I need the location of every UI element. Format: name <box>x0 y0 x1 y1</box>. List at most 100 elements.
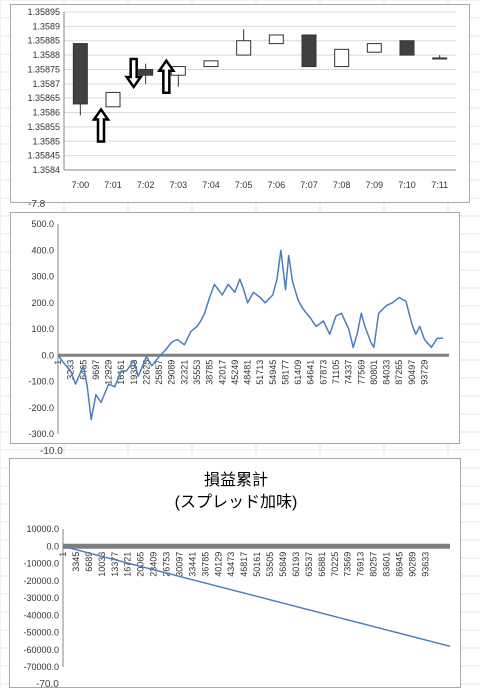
y-tick-label: -60000.0 <box>23 645 59 655</box>
x-tick-label: 71105 <box>331 360 341 384</box>
y-tick-label: 1.3589 <box>32 21 60 31</box>
buy-arrow-icon <box>156 58 176 94</box>
x-tick-label: 70225 <box>330 552 340 577</box>
y-tick-label: 0.0 <box>41 350 54 360</box>
x-tick-label: 51713 <box>255 360 265 385</box>
x-tick-label: 13377 <box>110 552 120 577</box>
x-tick-label: 45249 <box>230 360 240 385</box>
y-tick-label: 1.3584 <box>32 165 60 175</box>
x-tick-label: 3345 <box>71 552 81 572</box>
x-tick-label: 64641 <box>306 360 316 385</box>
candle-up <box>366 43 382 53</box>
candlestick-chart[interactable]: 1.35895 1.3589 1.35885 1.3588 1.35875 1.3587 1… <box>10 4 470 203</box>
x-tick-label: 40129 <box>213 552 223 577</box>
x-tick-label: 38785 <box>205 360 215 385</box>
candle-down <box>138 68 154 76</box>
candle-up <box>268 34 284 45</box>
cumulative-pnl-chart[interactable]: 10000.0 0.0 -10000.0 -20000.0 -30000.0 -40000… <box>9 458 461 688</box>
x-tick-label: 43473 <box>226 552 236 577</box>
x-tick-label: 29089 <box>167 360 177 385</box>
x-tick-label: 63537 <box>304 552 314 577</box>
y-tick-label: -30000.0 <box>23 593 59 603</box>
x-tick-label: 7:04 <box>202 180 220 190</box>
stray-cell-label: -10.0 <box>40 446 63 457</box>
x-tick-label: 74337 <box>344 360 354 385</box>
series-line <box>62 545 451 648</box>
x-tick-label: 25857 <box>154 360 164 385</box>
x-tick-label: 77569 <box>356 360 366 385</box>
x-tick-label: 87265 <box>394 360 404 385</box>
x-tick-label: 80801 <box>369 360 379 385</box>
series-line <box>57 249 444 421</box>
x-tick-label: 93729 <box>419 360 429 385</box>
y-tick-label: 300.0 <box>31 272 54 282</box>
chart-title: (スプレッド加味) <box>175 493 298 511</box>
x-tick-label: 67873 <box>318 360 328 385</box>
x-tick-label: 76913 <box>356 552 366 577</box>
stray-cell-label: -70.0 <box>36 679 59 690</box>
x-tick-label: 7:06 <box>268 180 286 190</box>
x-tick-label: 73569 <box>343 552 353 577</box>
y-tick-label: -20000.0 <box>23 576 59 586</box>
x-tick-label: 50161 <box>252 552 262 577</box>
x-tick-label: 26753 <box>162 552 172 577</box>
candle-up <box>236 40 252 56</box>
sell-arrow-icon <box>124 57 144 90</box>
x-tick-label: 36785 <box>200 552 210 577</box>
y-tick-label: 1.3585 <box>32 136 60 146</box>
x-tick-label: 61409 <box>293 360 303 385</box>
x-tick-label: 58177 <box>280 360 290 385</box>
candle-down <box>301 34 317 68</box>
pnl-line-chart[interactable]: 500.0 400.0 300.0 200.0 100.0 0.0 -100.0 -200.0… <box>10 212 460 444</box>
y-tick-label: 1.35845 <box>27 151 60 161</box>
y-tick-label: 1.35855 <box>27 122 60 132</box>
x-tick-label: 7:08 <box>333 180 351 190</box>
y-tick-label: 500.0 <box>31 219 54 229</box>
candlestick-plot: 1.35895 1.3589 1.35885 1.3588 1.35875 1.3587 1… <box>27 7 456 190</box>
x-tick-label: 6465 <box>78 360 88 380</box>
x-tick-label: 48481 <box>243 360 253 385</box>
x-tick-label: 56849 <box>278 552 288 577</box>
y-tick-label: 1.35865 <box>27 93 60 103</box>
x-tick-label: 54945 <box>268 360 278 385</box>
x-tick-label: 7:00 <box>72 180 90 190</box>
stray-cell-label: -7.8 <box>28 199 46 210</box>
x-tick-label: 7:02 <box>137 180 155 190</box>
x-tick-label: 10033 <box>97 552 107 577</box>
y-tick-label: 100.0 <box>31 324 54 334</box>
x-tick-label: 60193 <box>291 552 301 577</box>
x-tick-label: 9697 <box>91 360 101 380</box>
candle-up <box>334 48 350 68</box>
x-tick-label: 90289 <box>407 552 417 577</box>
chart-title: 損益累計 <box>204 471 268 489</box>
x-tick-label: 90497 <box>407 360 417 385</box>
x-tick-label: 53505 <box>265 552 275 577</box>
x-tick-label: 80257 <box>369 552 379 577</box>
candle-up <box>105 91 121 108</box>
x-tick-label: 12929 <box>104 360 114 385</box>
x-tick-label: 1 <box>58 552 68 557</box>
y-tick-label: -70000.0 <box>23 662 59 672</box>
x-tick-label: 7:03 <box>170 180 188 190</box>
y-tick-label: 200.0 <box>31 298 54 308</box>
y-tick-label: 1.35875 <box>27 64 60 74</box>
y-tick-label: 1.35895 <box>27 7 60 17</box>
y-tick-label: -100.0 <box>28 377 54 387</box>
x-tick-label: 6689 <box>84 552 94 572</box>
y-tick-label: 10000.0 <box>26 524 59 534</box>
pnl-plot: 500.0 400.0 300.0 200.0 100.0 0.0 -100.0 -200.0… <box>28 219 449 439</box>
x-tick-label: 7:01 <box>104 180 122 190</box>
x-tick-label: 66881 <box>317 552 327 577</box>
y-tick-label: 1.35885 <box>27 36 60 46</box>
x-tick-label: 30097 <box>174 552 184 577</box>
x-tick-label: 7:09 <box>366 180 384 190</box>
x-tick-label: 20065 <box>136 552 146 577</box>
y-tick-label: -50000.0 <box>23 628 59 638</box>
y-tick-label: 0.0 <box>46 541 59 551</box>
x-tick-label: 1 <box>53 360 63 365</box>
x-tick-label: 86945 <box>394 552 404 577</box>
x-tick-label: 22625 <box>141 360 151 385</box>
candle-up <box>432 57 448 60</box>
x-tick-label: 32321 <box>179 360 189 385</box>
candle-down <box>72 43 88 105</box>
